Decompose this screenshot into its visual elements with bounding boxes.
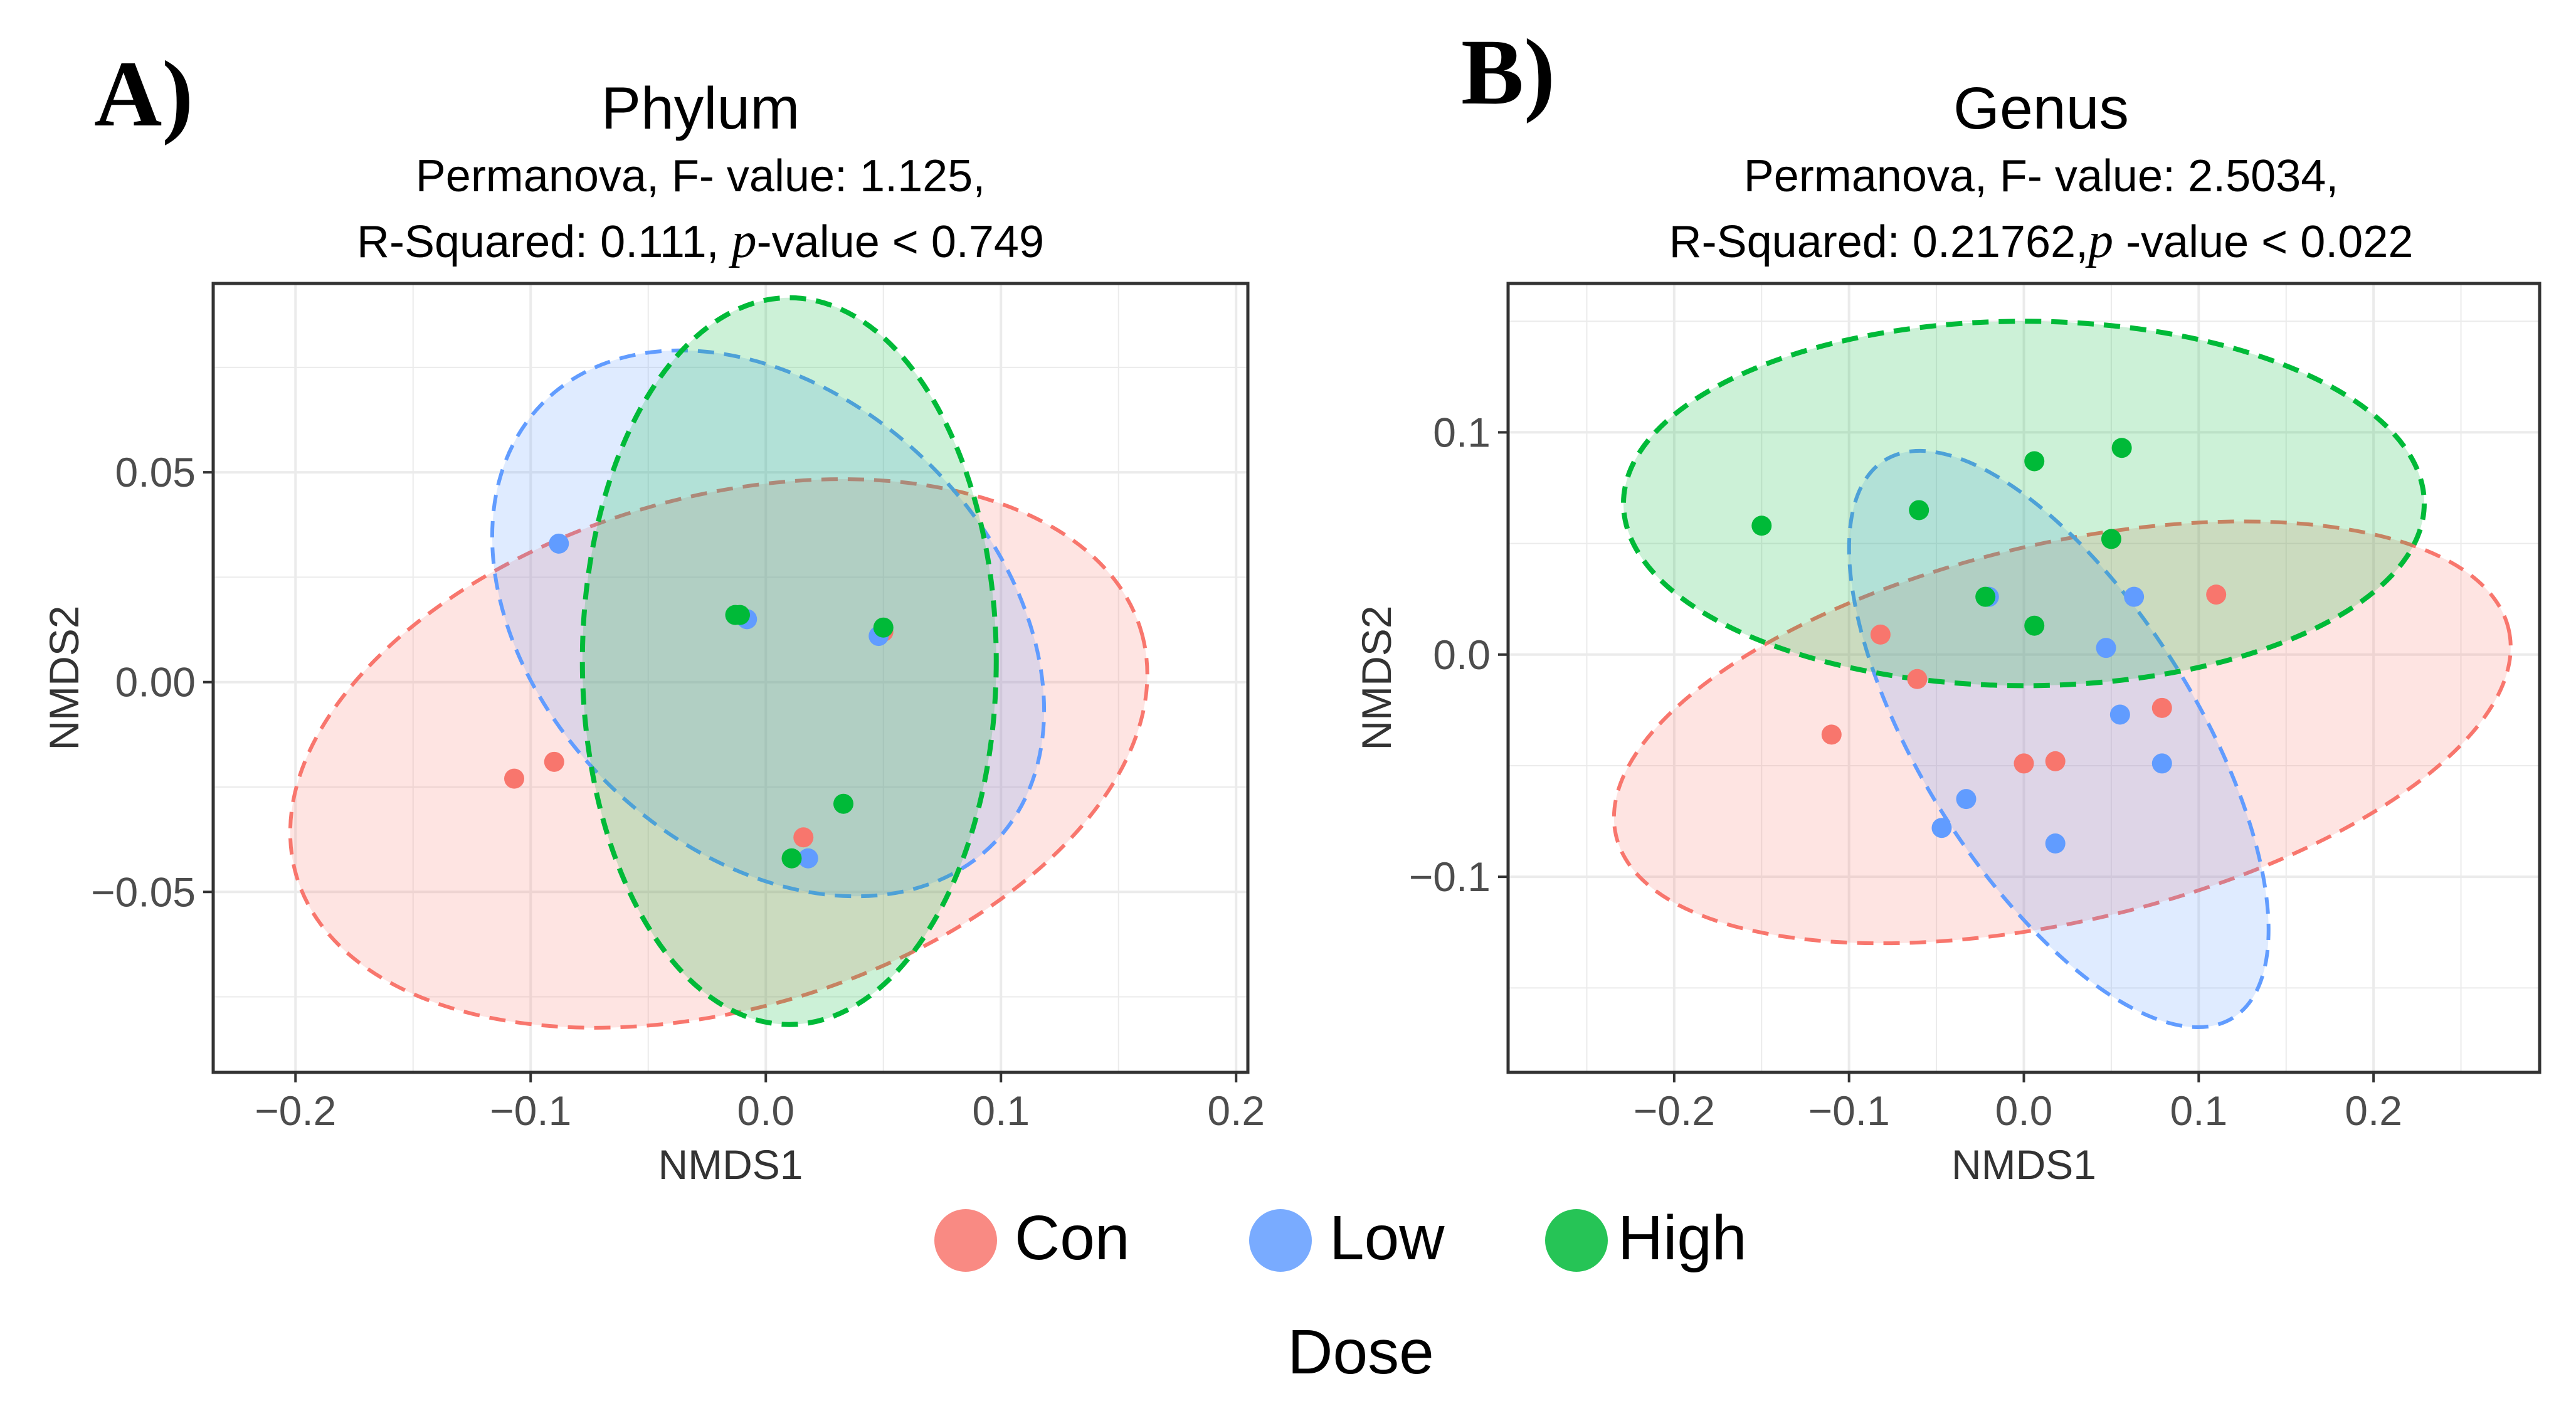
x-tick-label: −0.2 <box>255 1087 336 1134</box>
y-tick-label: 0.0 <box>1433 632 1491 678</box>
x-tick-label: 0.1 <box>2170 1087 2227 1134</box>
legend-item-high: High <box>1545 1203 1747 1273</box>
point-high <box>781 848 802 869</box>
point-con <box>1870 624 1891 645</box>
point-con <box>2045 751 2066 771</box>
x-tick-label: 0.2 <box>2345 1087 2402 1134</box>
y-tick-label: −0.05 <box>91 869 196 915</box>
x-tick-label: 0.1 <box>972 1087 1030 1134</box>
plot-area-phylum: −0.2 −0.1 0.0 0.1 0.2 −0.05 0.00 0.05 <box>91 282 1265 1134</box>
x-tick-label: 0.0 <box>737 1087 794 1134</box>
point-high <box>2111 438 2132 458</box>
point-high <box>873 617 894 638</box>
stats-line2-suffix: -value < 0.022 <box>2113 217 2413 267</box>
plot-area-genus: −0.2 −0.1 0.0 0.1 0.2 −0.1 0.0 0.1 <box>1409 282 2542 1134</box>
point-con <box>504 768 524 789</box>
p-symbol: p <box>729 213 757 268</box>
point-low <box>798 848 818 869</box>
axis-ticks: −0.2 −0.1 0.0 0.1 0.2 −0.05 0.00 0.05 <box>91 449 1265 1134</box>
y-tick-label: 0.05 <box>115 449 196 495</box>
x-tick-label: −0.1 <box>490 1087 571 1134</box>
point-high <box>2024 451 2045 472</box>
y-tick-label: 0.00 <box>115 659 196 706</box>
x-tick-label: 0.2 <box>1207 1087 1265 1134</box>
ellipse-high <box>579 295 999 1027</box>
legend-label-high: High <box>1618 1203 1747 1273</box>
point-low <box>2109 704 2130 725</box>
point-low <box>1931 818 1952 838</box>
panel-genus: B) Genus Permanova, F- value: 2.5034, R-… <box>1353 20 2542 1188</box>
plot-background <box>213 283 1248 1072</box>
x-axis-label: NMDS1 <box>1951 1141 2096 1188</box>
point-con <box>2206 584 2227 605</box>
x-tick-label: −0.1 <box>1808 1087 1890 1134</box>
legend-swatch-low <box>1249 1209 1312 1272</box>
point-con <box>544 751 564 772</box>
ellipse-low <box>490 348 1047 899</box>
legend-swatch-high <box>1545 1209 1608 1272</box>
panel-phylum: A) Phylum Permanova, F- value: 1.125, R-… <box>41 42 1265 1188</box>
stats-line2-prefix: R-Squared: 0.21762, <box>1669 217 2088 267</box>
ellipse-high <box>1621 319 2427 689</box>
point-con <box>1907 669 1928 689</box>
stats-line1-phylum: Permanova, F- value: 1.125, <box>416 151 985 201</box>
stats-line2-suffix: -value < 0.749 <box>757 217 1044 267</box>
point-high <box>1975 586 1996 607</box>
point-high <box>1909 500 1929 521</box>
point-high <box>730 605 750 625</box>
panel-label-b: B) <box>1461 20 1555 124</box>
point-con <box>2151 697 2172 718</box>
plot-title-genus: Genus <box>1953 75 2129 142</box>
ellipse-con <box>1612 519 2513 946</box>
legend-label-low: Low <box>1329 1203 1445 1273</box>
stats-line2-phylum: R-Squared: 0.111, p-value < 0.749 <box>357 213 1044 268</box>
ellipse-con <box>288 477 1149 1030</box>
y-tick-label: −0.1 <box>1409 854 1491 900</box>
point-low <box>2045 833 2066 854</box>
point-high <box>2024 615 2045 636</box>
x-axis-label: NMDS1 <box>658 1141 803 1188</box>
p-symbol: p <box>2085 213 2113 268</box>
point-con <box>793 827 814 848</box>
plot-frame <box>211 282 1250 1074</box>
gridlines <box>1508 283 2540 1072</box>
stats-line1-genus: Permanova, F- value: 2.5034, <box>1744 151 2339 201</box>
legend-item-low: Low <box>1249 1203 1445 1273</box>
sample-points <box>1751 438 2227 854</box>
point-high <box>1751 515 1772 536</box>
legend-item-con: Con <box>934 1203 1129 1273</box>
stats-line2-prefix: R-Squared: 0.111, <box>357 217 732 267</box>
legend-title: Dose <box>1287 1317 1433 1387</box>
point-low <box>2124 586 2145 607</box>
confidence-ellipses <box>288 295 1149 1030</box>
stats-line2-genus: R-Squared: 0.21762,p -value < 0.022 <box>1669 213 2414 268</box>
sample-points <box>504 533 894 869</box>
point-low <box>2096 638 2116 658</box>
point-high <box>2101 529 2121 549</box>
axis-ticks: −0.2 −0.1 0.0 0.1 0.2 −0.1 0.0 0.1 <box>1409 409 2402 1134</box>
point-high <box>833 793 853 814</box>
legend-label-con: Con <box>1015 1203 1129 1273</box>
y-axis-label: NMDS2 <box>1353 605 1400 750</box>
ellipse-low <box>1847 448 2271 1029</box>
point-con <box>2014 753 2034 774</box>
x-tick-label: −0.2 <box>1634 1087 1715 1134</box>
y-tick-label: 0.1 <box>1433 409 1491 455</box>
plot-title-phylum: Phylum <box>601 75 800 142</box>
x-tick-label: 0.0 <box>1995 1087 2053 1134</box>
point-low <box>549 533 569 554</box>
point-con <box>1821 724 1842 745</box>
y-axis-label: NMDS2 <box>41 605 87 750</box>
panel-label-a: A) <box>94 42 193 146</box>
legend-swatch-con <box>934 1209 997 1272</box>
point-low <box>1956 789 1977 810</box>
legend: Con Low High Dose <box>934 1203 1747 1387</box>
point-low <box>2151 753 2172 774</box>
